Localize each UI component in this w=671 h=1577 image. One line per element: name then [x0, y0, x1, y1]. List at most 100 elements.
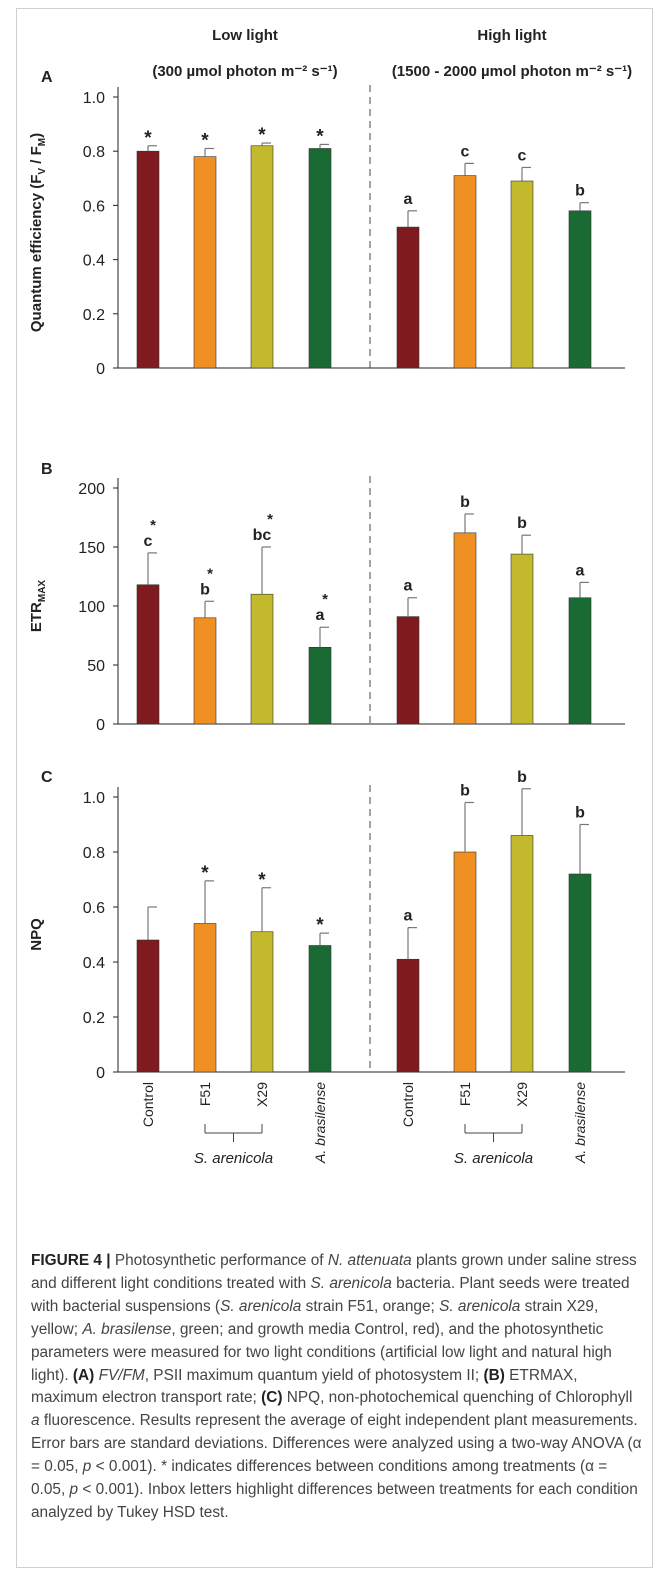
bar — [568, 597, 592, 725]
y-axis-label: Quantum efficiency (FV / FM) — [28, 133, 48, 332]
chart-panel-c: C 0 0.2 0.4 0.6 0.8 1.0 NPQ * * * a b b b — [28, 769, 625, 1082]
significance-label: * — [316, 126, 324, 147]
y-tick-label: 1.0 — [83, 90, 105, 107]
figure-frame — [16, 8, 653, 1568]
significance-label: * — [201, 130, 209, 151]
y-tick-label: 0.2 — [83, 307, 105, 324]
y-tick-label: 200 — [78, 481, 105, 498]
y-tick-label: 150 — [78, 540, 105, 557]
caption-tag-c: (C) — [261, 1389, 283, 1407]
panel-letter: B — [41, 461, 53, 478]
caption-text: , maximum electron transport rate; — [31, 1366, 578, 1407]
significance-label: b — [517, 515, 527, 532]
strain-bracket: S. arenicola — [194, 1124, 273, 1167]
x-tick-label: F51 — [197, 1082, 213, 1106]
significance-label: b — [200, 581, 210, 598]
y-axis-label: NPQ — [28, 918, 45, 951]
bar — [453, 532, 477, 725]
significance-label: a — [404, 908, 413, 925]
bar — [193, 617, 217, 725]
significance-label: * — [316, 915, 324, 936]
bar — [396, 958, 420, 1073]
caption-italic-a: a — [31, 1412, 40, 1430]
y-tick-label: 0.6 — [83, 900, 105, 917]
caption-species: S. arenicola — [220, 1297, 302, 1315]
significance-label: c — [518, 147, 527, 164]
header-high-subtitle: (1500 - 2000 µmol photon m⁻² s⁻¹) — [392, 63, 632, 80]
caption-species: N. attenuata — [327, 1252, 412, 1269]
y-tick-label: 50 — [87, 658, 105, 675]
bar — [136, 584, 160, 725]
bar — [136, 150, 160, 369]
bar — [136, 939, 160, 1073]
significance-label: c — [461, 143, 470, 160]
significance-label: * — [144, 128, 152, 149]
caption-tag-a: (A) — [72, 1366, 95, 1384]
y-label-part: ) — [28, 133, 45, 138]
caption-fvfm: FV/FM — [98, 1366, 145, 1384]
y-tick-label: 0 — [96, 361, 105, 378]
y-label-part: Quantum efficiency (F — [28, 175, 45, 333]
significance-label: b — [460, 494, 470, 511]
x-tick-label: A. brasilense — [572, 1082, 588, 1164]
y-label-part: ETR — [28, 602, 45, 632]
x-tick-label: F51 — [457, 1082, 473, 1106]
caption-text: fluorescence. Results represent the aver… — [31, 1412, 642, 1476]
figure-caption: FIGURE 4 | Photosynthetic performance of… — [31, 1250, 643, 1525]
caption-text: strain F51, orange; — [305, 1297, 435, 1315]
significance-label: * — [258, 125, 266, 146]
bar — [308, 148, 332, 369]
bar — [308, 945, 332, 1073]
y-label-part: / F — [28, 146, 45, 168]
caption-text: Photosynthetic performance of — [114, 1252, 324, 1269]
caption-species: S. arenicola — [439, 1297, 521, 1315]
y-tick-label: 0.4 — [83, 955, 105, 972]
y-tick-label: 0.2 — [83, 1010, 105, 1027]
y-label-part: M — [37, 138, 48, 146]
y-tick-label: 1.0 — [83, 790, 105, 807]
condition-header: Low light (300 µmol photon m⁻² s⁻¹) High… — [152, 27, 632, 80]
y-tick-label: 0 — [96, 717, 105, 734]
bar — [510, 180, 534, 369]
x-tick-label: Control — [400, 1082, 416, 1127]
x-tick-label: X29 — [254, 1082, 270, 1107]
significance-label: b — [460, 783, 470, 800]
caption-lead: FIGURE 4 | — [31, 1252, 111, 1269]
strain-group-label: S. arenicola — [194, 1150, 273, 1167]
caption-p: p — [69, 1481, 79, 1499]
bar — [308, 646, 332, 725]
bar — [453, 851, 477, 1073]
caption-text: bacteria. Plant seeds were treated with … — [31, 1274, 630, 1315]
caption-text: , PSII maximum quantum yield of photosys… — [144, 1366, 480, 1384]
panel-letter: A — [41, 69, 53, 86]
y-label-part: MAX — [37, 580, 48, 603]
y-tick-label: 0 — [96, 1065, 105, 1082]
significance-label: bc — [253, 527, 272, 544]
y-label-part: V — [37, 168, 48, 175]
significance-star: * — [207, 565, 213, 582]
bar — [510, 553, 534, 725]
caption-text: , green; and growth media Control, red),… — [31, 1320, 612, 1384]
y-tick-label: 0.8 — [83, 845, 105, 862]
significance-star: * — [150, 517, 156, 534]
y-tick-label: 0.4 — [83, 253, 105, 270]
x-tick-label: Control — [140, 1082, 156, 1127]
bar — [193, 923, 217, 1073]
bar — [193, 156, 217, 369]
significance-label: a — [316, 607, 325, 624]
y-axis-label: ETRMAX — [28, 580, 48, 633]
y-tick-label: 100 — [78, 599, 105, 616]
chart-panel-a: A 0 0.2 0.4 0.6 0.8 1.0 Quantum efficiency (FV … — [28, 69, 625, 378]
bar — [250, 931, 274, 1073]
significance-label: b — [517, 769, 527, 786]
bar — [250, 593, 274, 725]
caption-p: p — [82, 1458, 92, 1476]
significance-label: * — [201, 863, 209, 884]
bar — [453, 175, 477, 369]
y-tick-label: 0.8 — [83, 144, 105, 161]
caption-text: plants grown under saline stress and dif… — [31, 1252, 637, 1292]
caption-text: < 0.001). * indicates differences betwee… — [31, 1458, 608, 1499]
significance-label: b — [575, 183, 585, 200]
significance-star: * — [322, 591, 328, 608]
